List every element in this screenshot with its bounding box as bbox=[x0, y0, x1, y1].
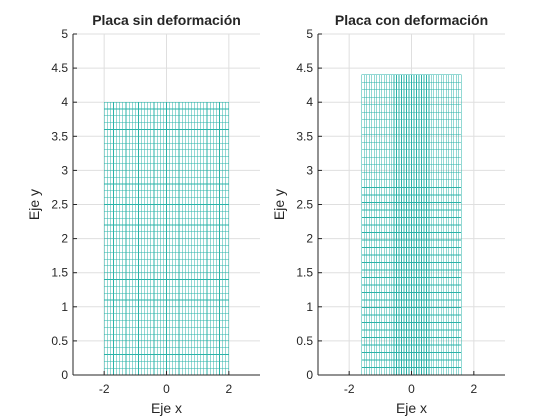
x-tick-label: -2 bbox=[344, 382, 355, 396]
y-tick-label: 0.5 bbox=[51, 334, 68, 348]
y-tick-label: 1.5 bbox=[296, 266, 313, 280]
y-tick-label: 2 bbox=[61, 232, 68, 246]
y-tick-label: 1.5 bbox=[51, 266, 68, 280]
y-tick-label: 5 bbox=[306, 27, 313, 41]
y-tick-label: 0.5 bbox=[296, 334, 313, 348]
y-tick-label: 2 bbox=[306, 232, 313, 246]
y-tick-label: 2.5 bbox=[296, 198, 313, 212]
plate-mesh bbox=[361, 74, 462, 376]
chart-title: Placa con deformación bbox=[335, 12, 488, 28]
x-axis-label: Eje x bbox=[151, 400, 182, 416]
y-axis-label: Eje y bbox=[26, 189, 42, 220]
x-tick-label: 0 bbox=[408, 382, 415, 396]
y-tick-label: 4.5 bbox=[296, 61, 313, 75]
y-tick-label: 1 bbox=[61, 300, 68, 314]
y-tick-label: 2.5 bbox=[51, 198, 68, 212]
x-axis-label: Eje x bbox=[396, 400, 427, 416]
y-tick-label: 4 bbox=[306, 95, 313, 109]
chart-title: Placa sin deformación bbox=[92, 12, 241, 28]
x-tick-label: -2 bbox=[99, 382, 110, 396]
y-tick-label: 3.5 bbox=[296, 129, 313, 143]
y-tick-label: 0 bbox=[61, 368, 68, 382]
y-tick-label: 0 bbox=[306, 368, 313, 382]
x-tick-label: 0 bbox=[163, 382, 170, 396]
y-tick-label: 4 bbox=[61, 95, 68, 109]
plate-mesh bbox=[103, 101, 230, 376]
subplot-1: -2 0 2 0 0.5 1 1.5 2 2.5 3 3.5 4 4.5 5 Placa sin defor… bbox=[26, 12, 260, 416]
subplot-2: -2 0 2 0 0.5 1 1.5 2 2.5 3 3.5 4 4.5 5 Placa con defor… bbox=[271, 12, 505, 416]
y-tick-label: 3.5 bbox=[51, 129, 68, 143]
y-tick-label: 3 bbox=[306, 163, 313, 177]
x-tick-label: 2 bbox=[470, 382, 477, 396]
y-axis-label: Eje y bbox=[271, 189, 287, 220]
x-tick-label: 2 bbox=[225, 382, 232, 396]
y-tick-label: 1 bbox=[306, 300, 313, 314]
y-tick-label: 3 bbox=[61, 163, 68, 177]
y-tick-label: 5 bbox=[61, 27, 68, 41]
y-tick-label: 4.5 bbox=[51, 61, 68, 75]
